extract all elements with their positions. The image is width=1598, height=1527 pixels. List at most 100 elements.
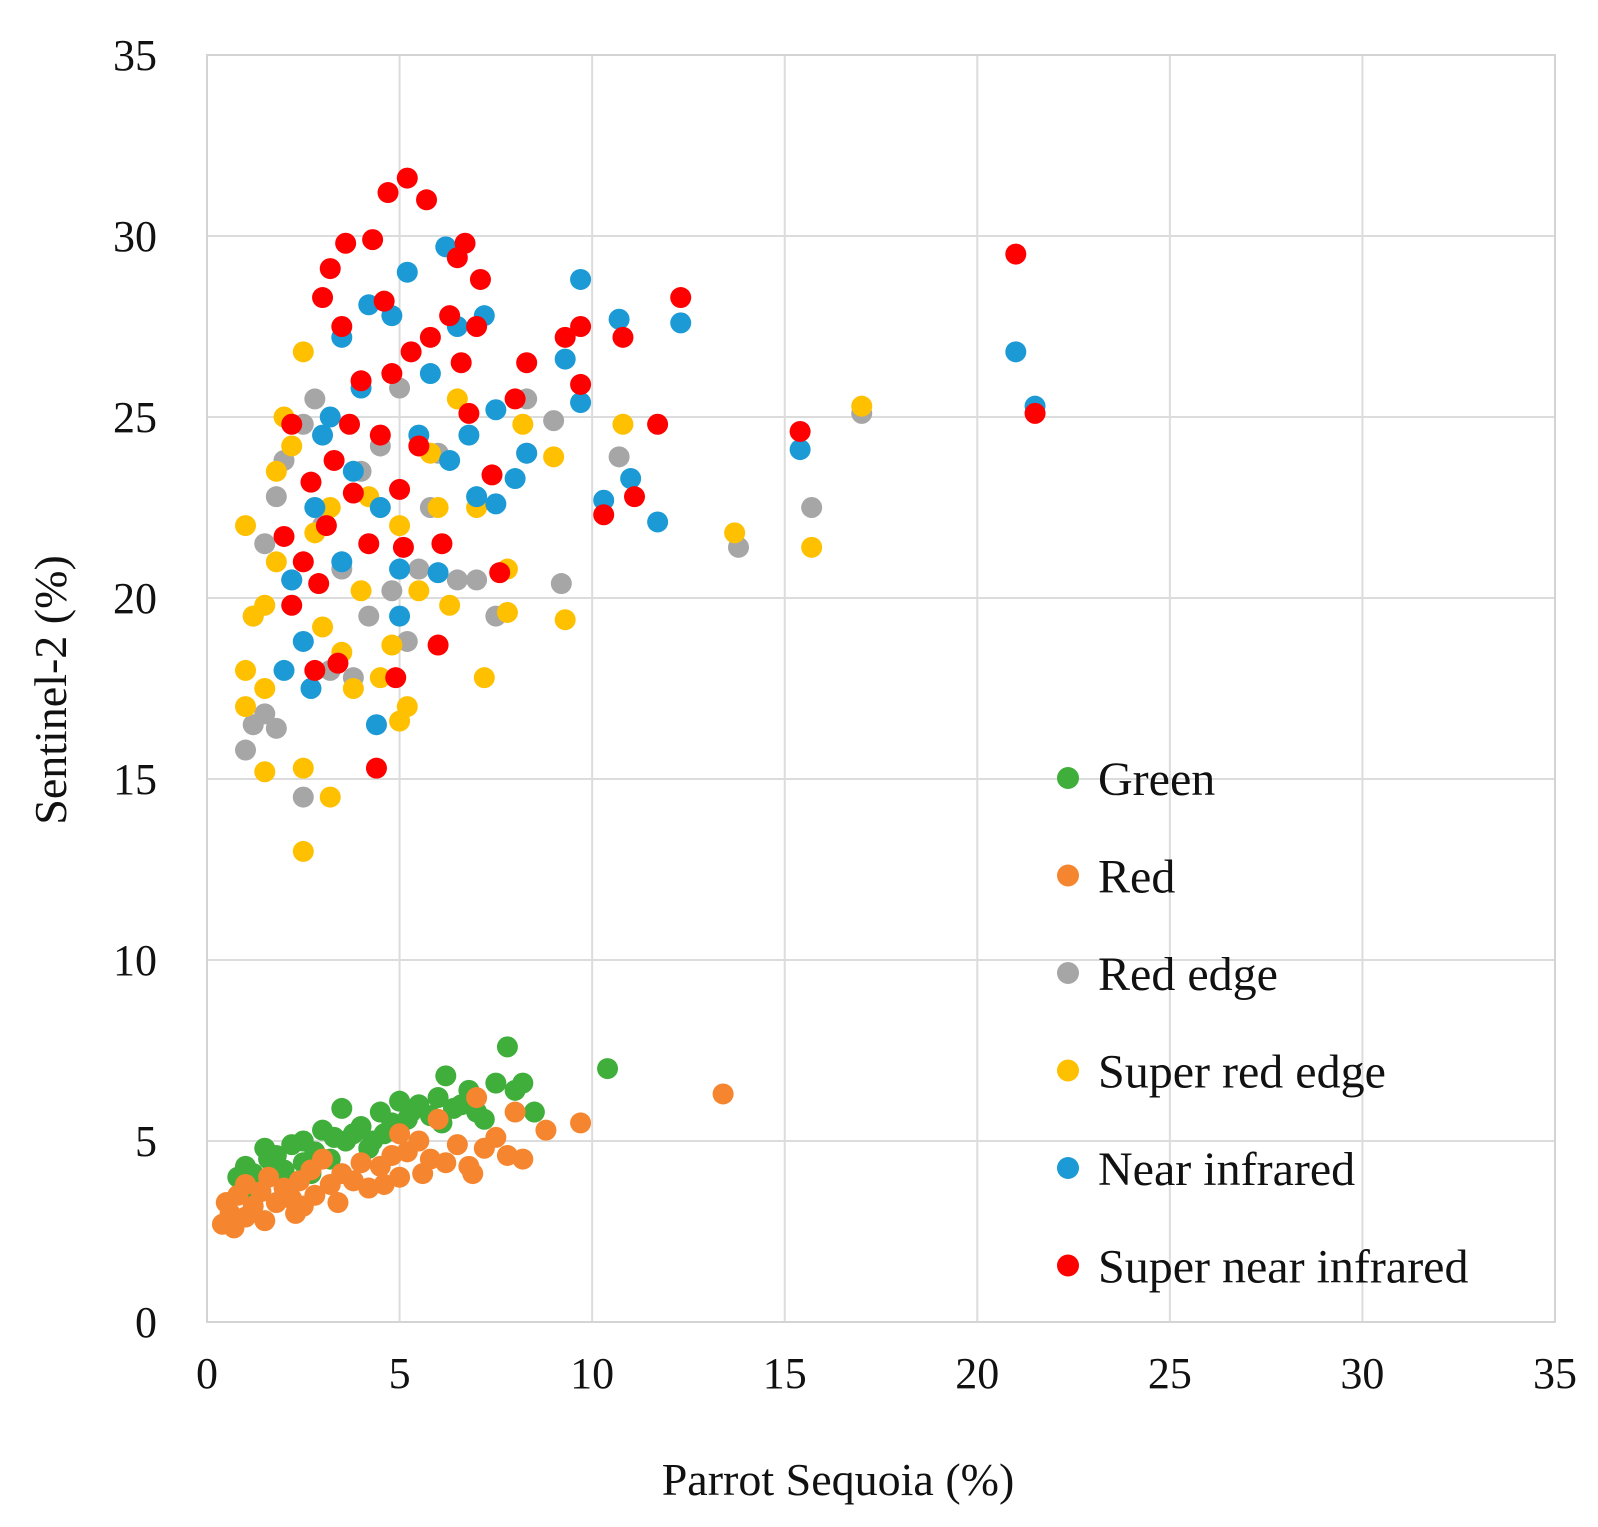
data-point (435, 1065, 457, 1087)
data-point (416, 189, 438, 211)
plot-frame (206, 54, 1556, 1323)
data-point (608, 446, 630, 468)
data-point (462, 1163, 484, 1185)
data-point (273, 659, 295, 681)
data-point (285, 1202, 307, 1224)
data-point (489, 562, 511, 584)
data-point (400, 1101, 422, 1123)
data-point (312, 287, 334, 309)
x-tick-label: 5 (389, 1349, 411, 1398)
legend-item: Green (1057, 753, 1215, 806)
data-points (211, 167, 1046, 1239)
data-point (342, 460, 364, 482)
data-point (516, 352, 538, 374)
data-point (350, 370, 372, 392)
data-point (292, 757, 314, 779)
data-point (304, 1184, 326, 1206)
data-point (396, 696, 418, 718)
data-point (396, 261, 418, 283)
legend-item: Red (1057, 851, 1175, 904)
y-tick-label: 35 (113, 31, 157, 80)
y-tick-label: 30 (113, 212, 157, 261)
data-point (435, 1152, 457, 1174)
data-point (381, 634, 403, 656)
data-point (427, 634, 449, 656)
data-point (485, 493, 507, 515)
data-point (281, 435, 303, 457)
data-point (350, 1116, 372, 1138)
y-tick-label: 10 (113, 936, 157, 985)
data-point (647, 511, 669, 533)
data-point (381, 580, 403, 602)
data-point (431, 533, 453, 555)
data-point (554, 326, 576, 348)
data-point (254, 1210, 276, 1232)
data-point (512, 1072, 534, 1094)
data-point (450, 352, 472, 374)
data-point (593, 489, 615, 511)
y-axis-ticks: 0 5 10 15 20 25 30 35 (113, 31, 157, 1347)
data-point (446, 569, 468, 591)
data-point (389, 515, 411, 537)
data-point (254, 703, 276, 725)
legend-label: Red (1098, 851, 1175, 904)
data-point (419, 363, 441, 385)
data-point (496, 1036, 518, 1058)
data-point (427, 497, 449, 518)
y-tick-label: 15 (113, 755, 157, 804)
data-point (512, 413, 534, 435)
x-axis-ticks: 0 5 10 15 20 25 30 35 (196, 1349, 1577, 1398)
x-tick-label: 30 (1340, 1349, 1384, 1398)
data-point (327, 1192, 349, 1214)
data-point (292, 341, 314, 363)
x-tick-label: 20 (955, 1349, 999, 1398)
legend-marker (1057, 1254, 1079, 1277)
data-point (323, 449, 345, 471)
data-point (350, 580, 372, 602)
data-point (365, 714, 387, 736)
data-point (312, 616, 334, 638)
data-point (319, 258, 341, 280)
data-point (724, 522, 746, 544)
data-point (292, 786, 314, 808)
data-point (439, 594, 461, 616)
data-point (273, 525, 295, 547)
data-point (358, 605, 380, 627)
data-point (304, 659, 326, 681)
legend-item: Red edge (1057, 948, 1278, 1001)
data-point (365, 757, 387, 779)
data-point (789, 420, 811, 442)
data-point (373, 1173, 395, 1195)
data-point (550, 573, 572, 595)
data-point (466, 486, 488, 508)
data-point (258, 1148, 280, 1170)
data-point (381, 363, 403, 385)
data-point (312, 1148, 334, 1170)
data-point (1005, 341, 1027, 363)
legend-label: Red edge (1098, 948, 1278, 1001)
legend-item: Super near infrared (1057, 1241, 1468, 1294)
data-point (342, 678, 364, 699)
data-point (315, 515, 337, 537)
grid (206, 54, 1556, 1323)
data-point (624, 486, 646, 508)
legend-label: Super near infrared (1098, 1241, 1468, 1294)
data-point (335, 232, 357, 254)
legend-label: Near infrared (1098, 1143, 1355, 1196)
data-point (523, 1101, 545, 1123)
data-point (608, 308, 630, 330)
data-point (612, 326, 634, 348)
data-point (504, 468, 526, 490)
data-point (446, 1134, 468, 1156)
data-point (543, 446, 565, 468)
data-point (254, 761, 276, 783)
data-point (265, 486, 287, 508)
data-point (466, 569, 488, 591)
data-point (385, 667, 407, 689)
data-point (412, 1163, 434, 1185)
data-point (712, 1083, 734, 1105)
data-point (469, 268, 491, 290)
data-point (235, 515, 257, 537)
data-point (504, 388, 526, 410)
